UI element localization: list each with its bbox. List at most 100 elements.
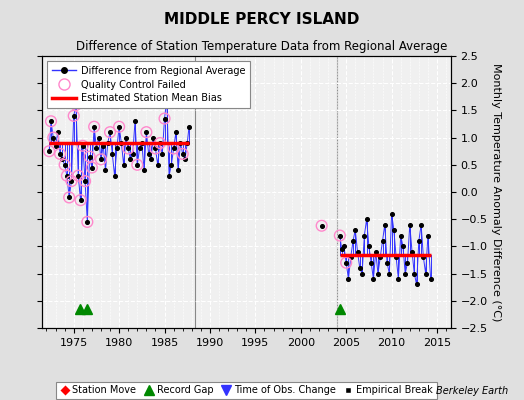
- Point: [336, 232, 344, 239]
- Point: [67, 178, 75, 184]
- Point: [346, 254, 355, 260]
- Point: [342, 260, 351, 266]
- Point: [403, 260, 412, 266]
- Point: [376, 254, 385, 260]
- Point: [119, 162, 128, 168]
- Point: [162, 96, 171, 103]
- Point: [92, 145, 101, 152]
- Point: [410, 270, 419, 277]
- Point: [351, 227, 359, 233]
- Point: [349, 238, 357, 244]
- Point: [358, 270, 366, 277]
- Point: [172, 129, 180, 135]
- Point: [160, 115, 169, 122]
- Point: [85, 154, 94, 160]
- Point: [99, 142, 107, 149]
- Point: [353, 249, 362, 255]
- Point: [401, 270, 409, 277]
- Point: [179, 151, 187, 157]
- Point: [104, 140, 112, 146]
- Point: [72, 102, 80, 108]
- Point: [70, 113, 78, 119]
- Point: [138, 140, 146, 146]
- Point: [106, 129, 114, 135]
- Point: [424, 232, 432, 239]
- Text: Difference of Station Temperature Data from Regional Average: Difference of Station Temperature Data f…: [77, 40, 447, 53]
- Point: [365, 243, 373, 250]
- Point: [133, 162, 141, 168]
- Point: [318, 222, 326, 229]
- Point: [83, 219, 92, 225]
- Point: [336, 232, 344, 239]
- Point: [113, 145, 121, 152]
- Y-axis label: Monthly Temperature Anomaly Difference (°C): Monthly Temperature Anomaly Difference (…: [492, 63, 501, 321]
- Point: [74, 172, 82, 179]
- Point: [169, 145, 178, 152]
- Text: MIDDLE PERCY ISLAND: MIDDLE PERCY ISLAND: [165, 12, 359, 27]
- Point: [101, 167, 110, 174]
- Point: [344, 276, 353, 282]
- Point: [63, 172, 71, 179]
- Point: [176, 140, 184, 146]
- Point: [83, 219, 92, 225]
- Point: [45, 148, 53, 154]
- Point: [63, 172, 71, 179]
- Point: [419, 254, 428, 260]
- Point: [115, 124, 123, 130]
- Point: [135, 145, 144, 152]
- Point: [412, 281, 421, 288]
- Point: [369, 276, 378, 282]
- Point: [408, 249, 416, 255]
- Point: [337, 246, 346, 252]
- Point: [124, 145, 133, 152]
- Point: [65, 194, 73, 201]
- Point: [318, 222, 326, 229]
- Point: [128, 151, 137, 157]
- Point: [397, 232, 405, 239]
- Point: [414, 238, 423, 244]
- Point: [360, 232, 368, 239]
- Point: [181, 156, 189, 162]
- Point: [406, 222, 414, 228]
- Point: [394, 276, 402, 282]
- Point: [124, 145, 133, 152]
- Point: [185, 124, 193, 130]
- Point: [387, 210, 396, 217]
- Point: [165, 172, 173, 179]
- Point: [79, 142, 87, 149]
- Point: [81, 178, 89, 184]
- Point: [117, 140, 126, 146]
- Point: [342, 260, 351, 266]
- Point: [147, 156, 155, 162]
- Point: [367, 260, 375, 266]
- Point: [70, 113, 78, 119]
- Point: [421, 270, 430, 277]
- Point: [156, 140, 164, 146]
- Point: [145, 151, 153, 157]
- Point: [72, 102, 80, 108]
- Point: [160, 115, 169, 122]
- Point: [363, 216, 371, 222]
- Point: [156, 140, 164, 146]
- Point: [88, 164, 96, 171]
- Point: [390, 227, 398, 233]
- Point: [60, 162, 69, 168]
- Point: [56, 151, 64, 157]
- Point: [60, 162, 69, 168]
- Point: [111, 172, 119, 179]
- Point: [77, 197, 85, 203]
- Point: [67, 178, 75, 184]
- Point: [49, 134, 58, 141]
- Point: [340, 243, 348, 250]
- Point: [47, 118, 55, 124]
- Point: [47, 118, 55, 124]
- Point: [383, 260, 391, 266]
- Point: [49, 134, 58, 141]
- Point: [97, 156, 105, 162]
- Point: [106, 129, 114, 135]
- Point: [53, 129, 62, 135]
- Point: [385, 270, 394, 277]
- Point: [88, 164, 96, 171]
- Point: [380, 222, 389, 228]
- Point: [131, 118, 139, 124]
